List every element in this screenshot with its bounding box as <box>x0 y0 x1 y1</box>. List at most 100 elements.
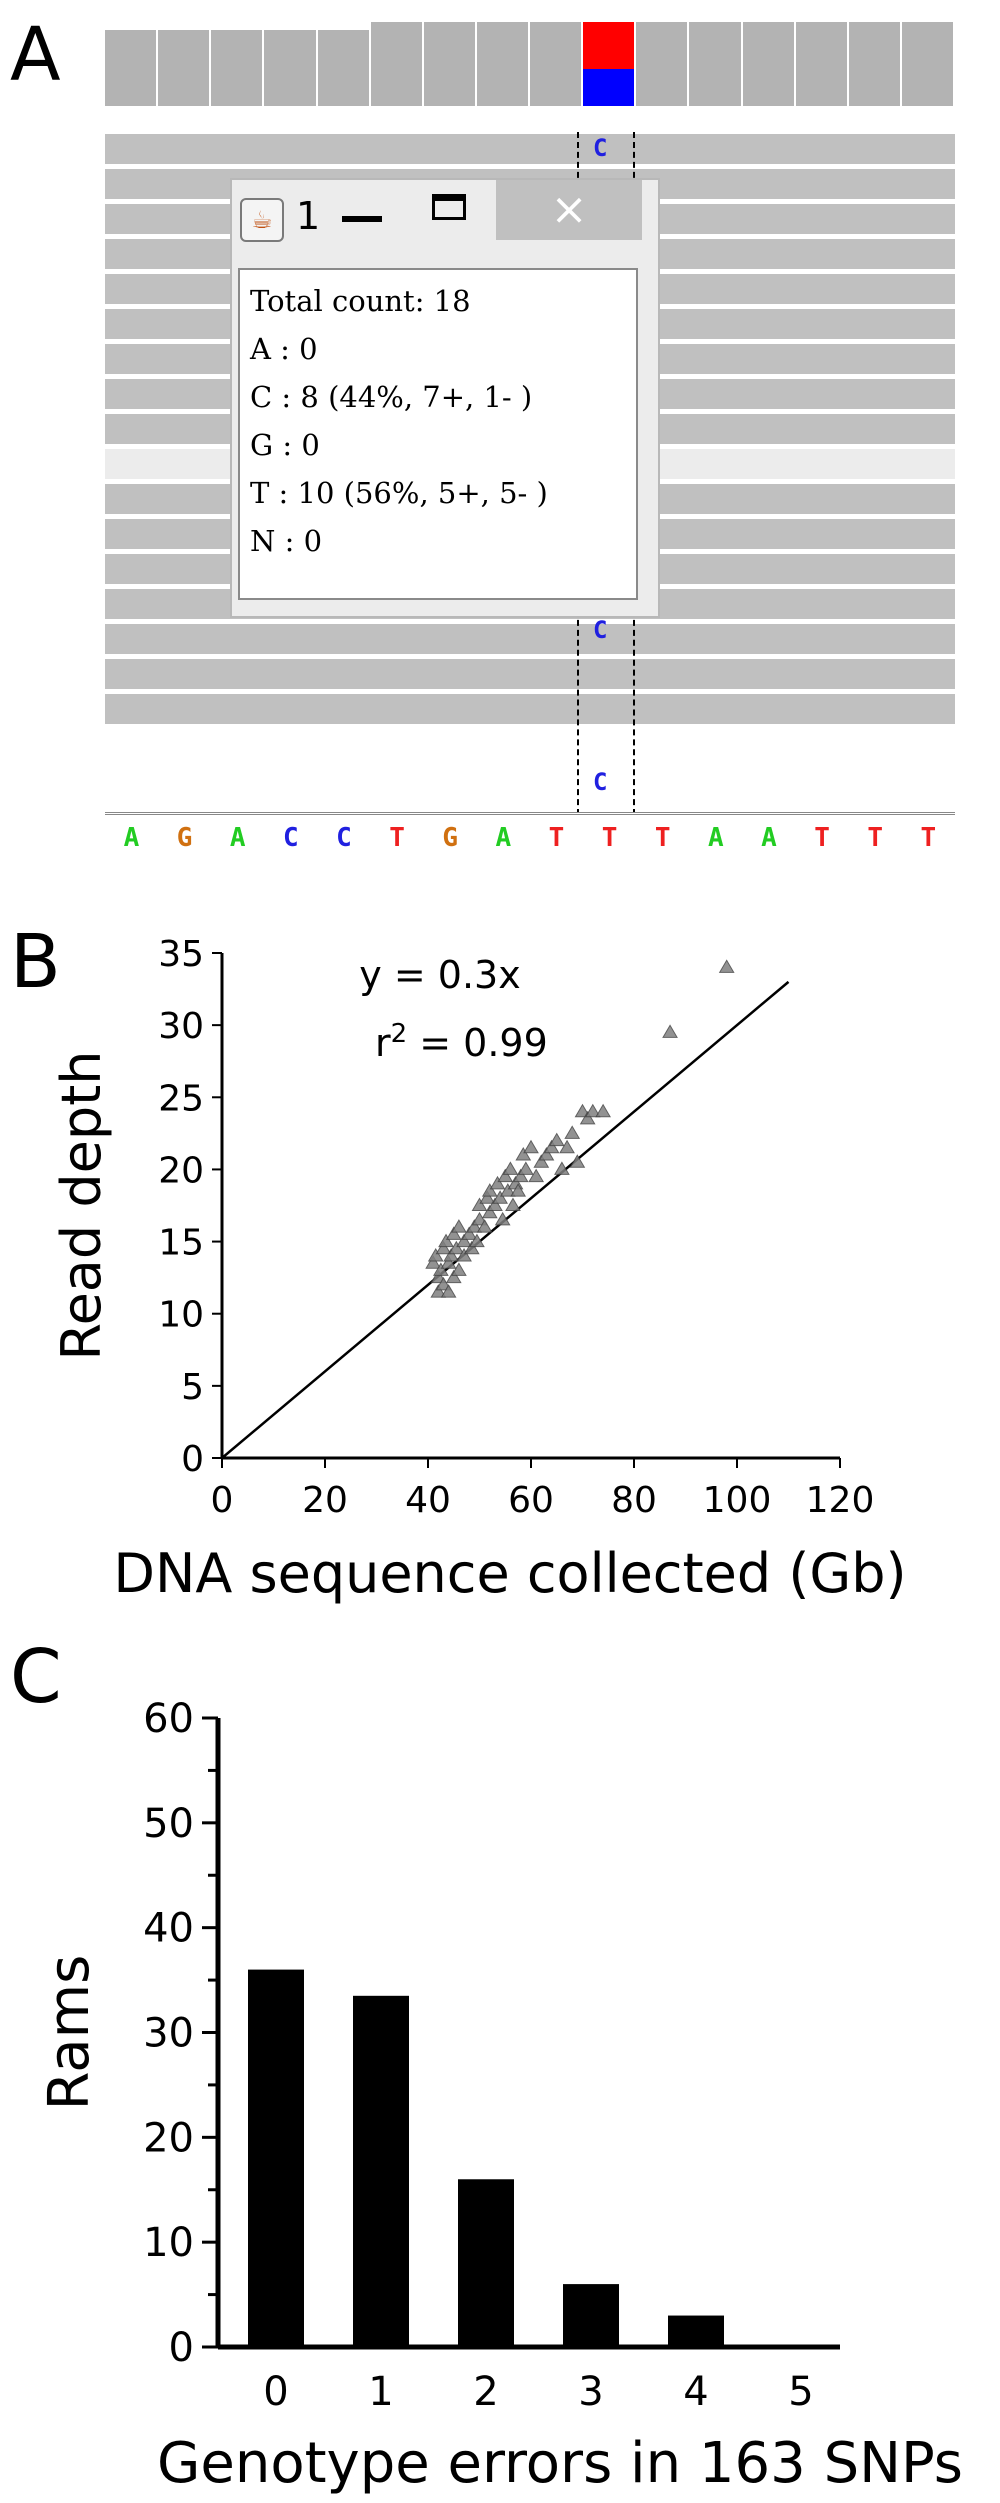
coverage-bar[interactable] <box>636 22 690 106</box>
reference-base: G <box>442 823 458 853</box>
data-point <box>471 1197 488 1211</box>
coverage-bar[interactable] <box>795 22 849 106</box>
data-point <box>502 1161 519 1175</box>
data-point <box>718 959 735 973</box>
bar <box>353 1995 409 2347</box>
reference-base: T <box>867 823 883 853</box>
x-tick-label: 20 <box>302 1480 348 1521</box>
coverage-bar[interactable] <box>530 22 584 106</box>
read-row[interactable] <box>105 659 955 689</box>
data-point <box>471 1211 488 1226</box>
maximize-button[interactable] <box>432 194 466 220</box>
data-point <box>445 1269 462 1284</box>
y-tick-label: 30 <box>158 1006 204 1047</box>
coverage-c-fraction <box>583 69 635 106</box>
bar <box>668 2315 724 2347</box>
coverage-bar[interactable] <box>476 22 530 106</box>
data-point <box>451 1262 467 1276</box>
read-row[interactable] <box>105 624 955 654</box>
data-point <box>440 1284 457 1298</box>
data-point <box>489 1175 506 1190</box>
bar <box>563 2284 619 2347</box>
data-point <box>554 1161 570 1175</box>
y-tick-label: 40 <box>143 1906 194 1952</box>
data-point <box>425 1255 442 1269</box>
y-tick-label: 20 <box>143 2115 194 2161</box>
data-point <box>461 1226 478 1240</box>
data-point <box>481 1204 498 1219</box>
data-point <box>559 1139 575 1154</box>
y-tick-label: 30 <box>143 2011 194 2057</box>
y-tick-label: 25 <box>158 1078 204 1119</box>
coverage-bar[interactable] <box>848 22 902 106</box>
data-point <box>662 1024 678 1038</box>
coverage-bar[interactable] <box>689 22 743 106</box>
reference-base: T <box>601 823 618 853</box>
data-point <box>494 1211 511 1226</box>
coverage-bar[interactable] <box>423 22 477 106</box>
data-point <box>469 1233 485 1248</box>
x-tick-label: 5 <box>788 2369 813 2415</box>
allele-g-line: G : 0 <box>250 428 320 462</box>
data-point <box>427 1248 444 1262</box>
y-axis-label: Read depth <box>50 1050 113 1360</box>
x-tick-label: 80 <box>611 1480 657 1521</box>
x-tick-label: 100 <box>703 1480 772 1521</box>
data-point <box>435 1240 452 1255</box>
data-point <box>595 1103 611 1118</box>
close-button[interactable]: × <box>496 180 642 240</box>
reference-base: T <box>814 823 830 853</box>
data-point <box>574 1103 591 1118</box>
y-tick-label: 20 <box>158 1150 204 1191</box>
allele-a-line: A : 0 <box>250 332 318 366</box>
data-point <box>466 1219 483 1233</box>
coverage-bar[interactable] <box>901 22 955 106</box>
x-tick-label: 4 <box>683 2369 708 2415</box>
data-point <box>533 1154 550 1168</box>
minimize-button[interactable] <box>342 216 382 222</box>
r-squared-annotation: r2 = 0.99 <box>375 1019 548 1065</box>
coverage-bar[interactable] <box>211 30 265 106</box>
allele-c-line: C : 8 (44%, 7+, 1- ) <box>250 380 533 414</box>
x-tick-label: 40 <box>405 1480 451 1521</box>
y-tick-label: 50 <box>143 1801 194 1847</box>
y-tick-label: 15 <box>158 1223 204 1264</box>
coverage-bar[interactable] <box>317 30 371 106</box>
allele-count-popup[interactable]: ☕ 1 × Total count: 18 A : 0 C : 8 (44%, … <box>230 178 660 618</box>
popup-titlebar[interactable]: ☕ 1 × <box>232 180 658 250</box>
coverage-bar[interactable] <box>264 30 318 106</box>
x-tick-label: 0 <box>211 1480 234 1521</box>
data-point <box>564 1125 581 1139</box>
reference-base: T <box>389 823 405 853</box>
data-point <box>479 1190 496 1204</box>
coverage-bar[interactable] <box>370 22 424 106</box>
reference-base: C <box>336 823 352 853</box>
genotype-errors-bar-chart: 0 10 20 30 40 50 60 0 1 2 3 4 5 Genotype errors in 16… <box>37 1696 963 2496</box>
coverage-bar[interactable] <box>742 22 796 106</box>
total-count-line: Total count: 18 <box>250 284 471 318</box>
data-point <box>584 1103 601 1118</box>
variant-coverage-bar[interactable] <box>583 22 637 106</box>
data-point <box>476 1219 493 1233</box>
y-tick-label: 0 <box>169 2325 194 2371</box>
data-point <box>481 1183 498 1197</box>
data-point <box>430 1284 447 1298</box>
x-tick-label: 0 <box>263 2369 288 2415</box>
read-row[interactable] <box>105 694 955 724</box>
equation-annotation: y = 0.3x <box>359 953 520 997</box>
read-row[interactable] <box>105 134 955 164</box>
coverage-bar[interactable] <box>158 30 212 106</box>
bar <box>458 2179 514 2347</box>
reference-base: T <box>548 823 565 853</box>
reference-base: T <box>654 823 671 853</box>
data-point <box>440 1255 457 1269</box>
popup-title: 1 <box>296 194 321 238</box>
data-point <box>543 1139 560 1154</box>
panel-label-a: A <box>10 12 61 98</box>
x-axis-label: Genotype errors in 163 SNPs <box>157 2431 963 2496</box>
reference-base: G <box>176 823 193 853</box>
data-point <box>512 1168 529 1183</box>
data-point <box>448 1240 465 1255</box>
coverage-bar[interactable] <box>105 30 159 106</box>
